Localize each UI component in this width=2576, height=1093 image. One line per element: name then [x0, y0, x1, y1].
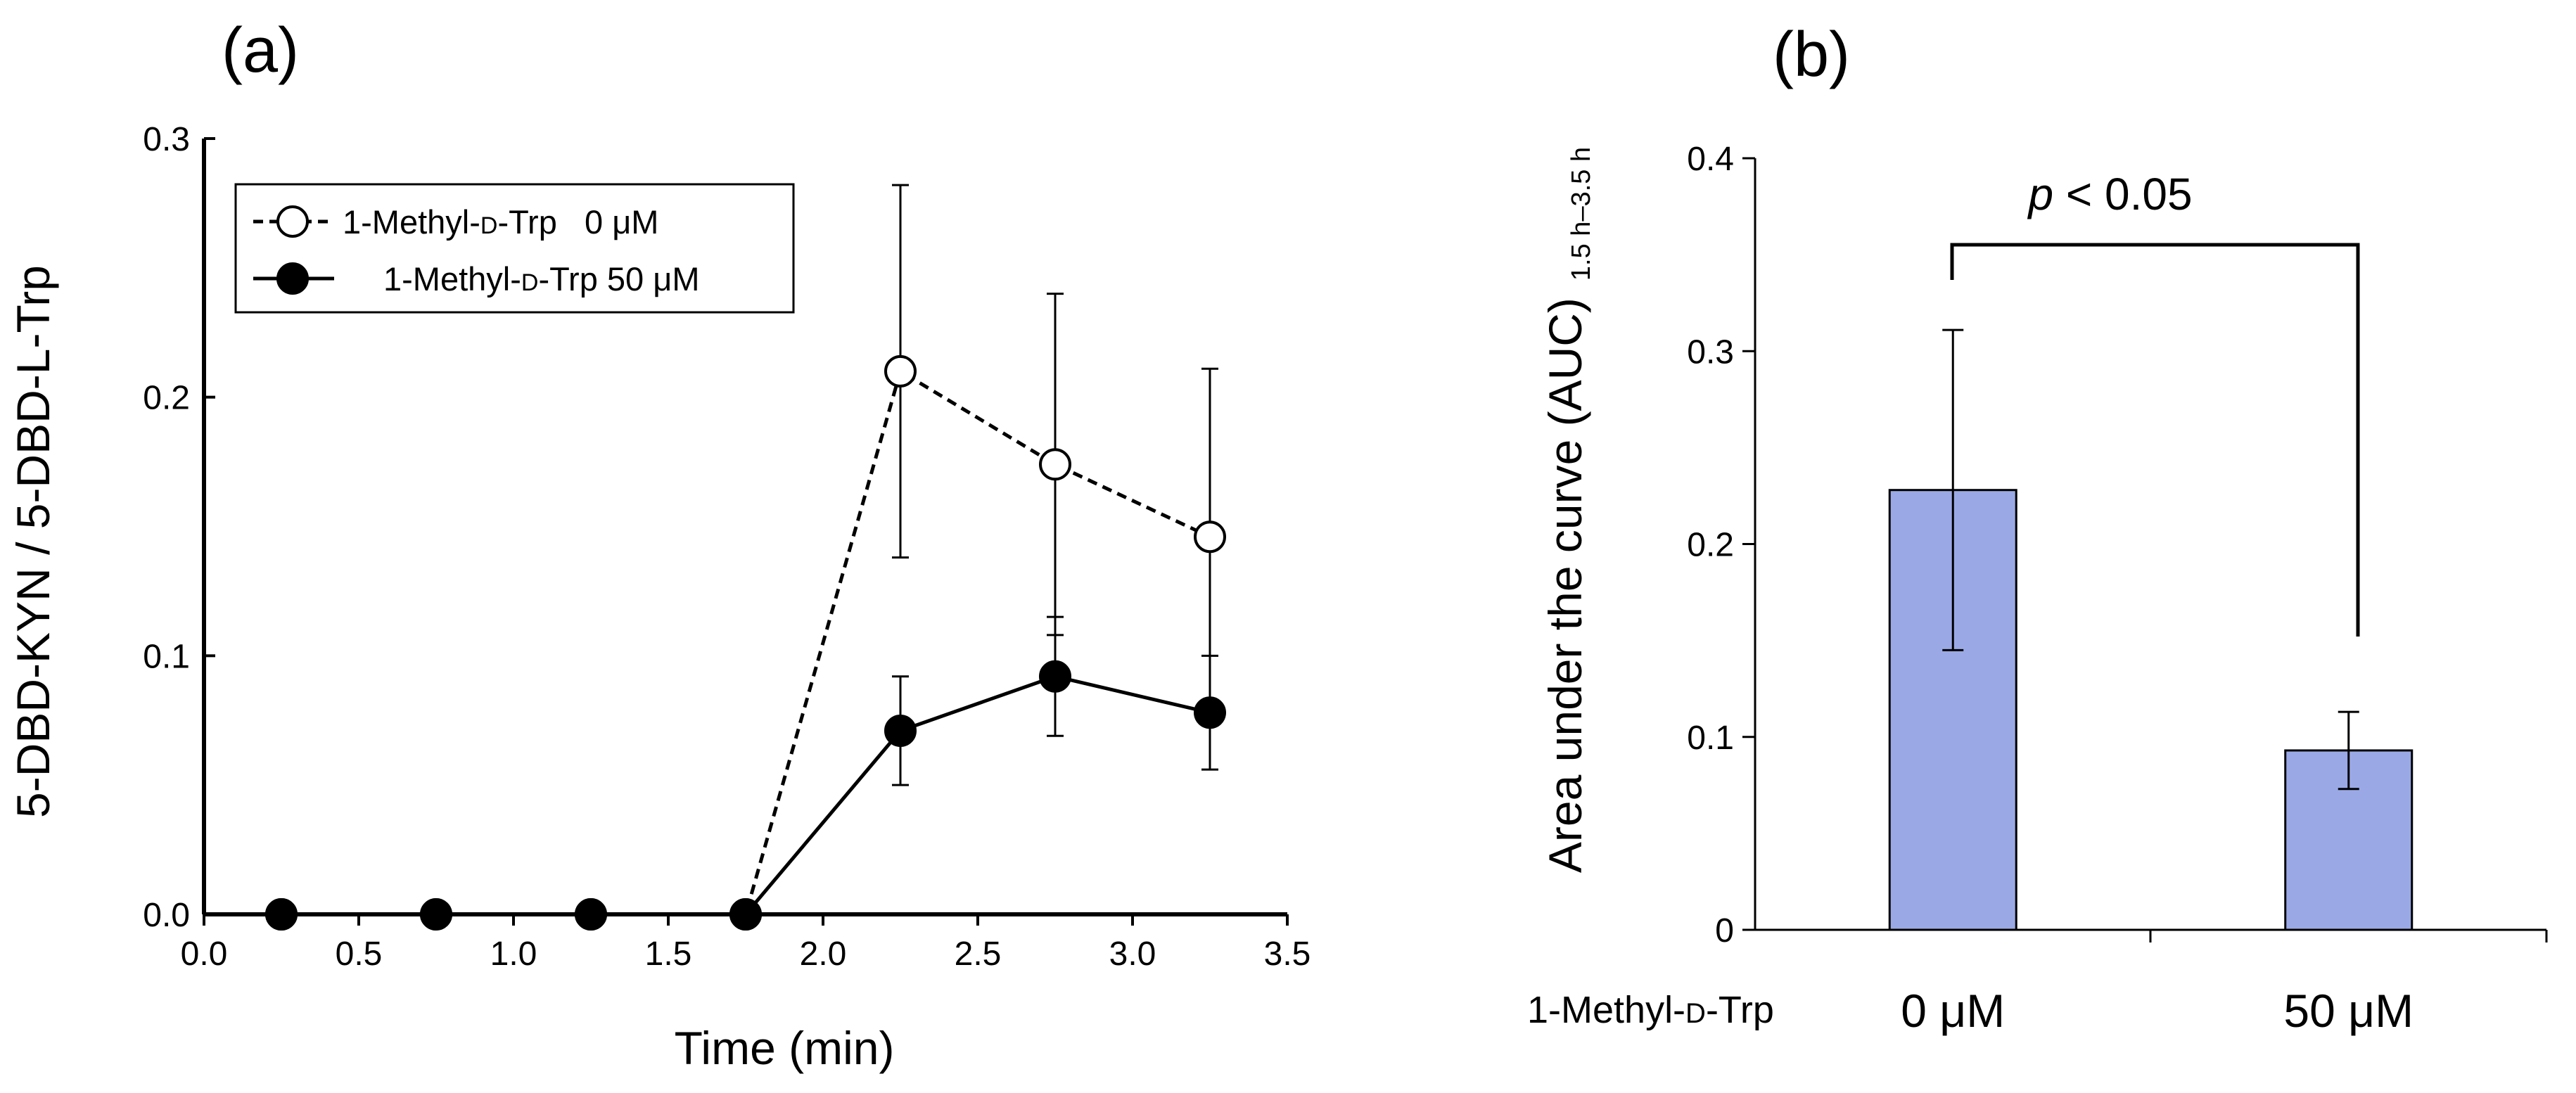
panel-a-y-axis-title: 5-DBD-KYN / 5-DBD-L-Trp	[7, 265, 59, 818]
panel-a-x-tick-label: 0.0	[181, 935, 228, 973]
panel-a-y-tick-label: 0.3	[143, 121, 190, 158]
panel-b-bars	[1888, 328, 2414, 931]
panel-b-y-tick-label: 0.4	[1687, 141, 1734, 178]
panel-b-y-tick-label: 0.2	[1687, 527, 1734, 564]
data-point	[884, 354, 917, 388]
data-point	[575, 898, 607, 931]
panel-a-series	[265, 184, 1226, 931]
panel-a-y-tick-labels: 0.0 0.1 0.2 0.3	[143, 121, 190, 934]
panel-a-x-axis-title: Time (min)	[675, 1022, 895, 1074]
panel-b-category-label: 0 μM	[1901, 985, 2005, 1037]
data-point	[729, 898, 762, 931]
panel-b-category-labels: 0 μM 50 μM	[1901, 985, 2414, 1037]
panel-b-category-label: 50 μM	[2283, 985, 2414, 1037]
panel-a-x-tick-label: 2.0	[800, 935, 847, 973]
panel-b-label: (b)	[1773, 20, 1850, 90]
panel-a-y-tick-label: 0.0	[143, 897, 190, 934]
panel-b-y-tick-label: 0.1	[1687, 720, 1734, 757]
panel-a-label: (a)	[222, 15, 299, 86]
data-point	[884, 714, 917, 747]
legend-label-50-um: 1-Methyl-D-Trp 50 μM	[383, 260, 699, 298]
significance-bracket: p < 0.05	[1950, 169, 2360, 637]
panel-b: (b) 0 0.1 0.2 0.3 0.4 p < 0.05 Area under th…	[1527, 20, 2548, 1037]
panel-b-y-ticks: 0 0.1 0.2 0.3 0.4	[1687, 141, 1755, 950]
panel-b-group-label: 1-Methyl-D-Trp	[1527, 989, 1774, 1031]
panel-a-y-tick-label: 0.1	[143, 638, 190, 675]
legend-box	[234, 183, 795, 314]
panel-a-x-tick-label: 3.0	[1109, 935, 1156, 973]
panel-a-legend: 1-Methyl-D-Trp 0 μM 1-Methyl-D-Trp 50 μM	[234, 183, 795, 314]
significance-p-value: p < 0.05	[2027, 169, 2192, 219]
panel-a-x-tick-labels: 0.0 0.5 1.0 1.5 2.0 2.5 3.0 3.5	[181, 935, 1311, 973]
data-point	[420, 898, 452, 931]
panel-b-y-tick-label: 0.3	[1687, 333, 1734, 371]
series-50-um	[265, 615, 1226, 931]
legend-open-circle-marker	[276, 205, 309, 238]
panel-a-x-tick-label: 3.5	[1264, 935, 1311, 973]
panel-b-y-axis-title: Area under the curve (AUC)1.5 h–3.5 h	[1539, 147, 1596, 873]
panel-a: (a) 0.0 0.5 1.0 1.5 2.0 2.5 3.0 3.5 0.00.10.20.…	[7, 15, 1311, 1074]
series-line	[281, 369, 1211, 916]
legend-filled-circle-marker	[276, 262, 309, 295]
series-line	[281, 675, 1211, 916]
data-point	[1039, 660, 1071, 693]
data-point	[1194, 520, 1226, 554]
legend-label-0-um: 1-Methyl-D-Trp 0 μM	[343, 203, 658, 241]
data-point	[1194, 696, 1226, 729]
panel-a-x-tick-label: 1.5	[645, 935, 692, 973]
significance-bracket-line	[1950, 243, 2360, 637]
panel-b-y-tick-label: 0	[1715, 912, 1734, 950]
panel-a-x-tick-label: 2.5	[955, 935, 1002, 973]
panel-a-x-tick-label: 0.5	[336, 935, 383, 973]
data-point	[1039, 448, 1071, 481]
data-point	[265, 898, 298, 931]
panel-a-y-tick-label: 0.2	[143, 380, 190, 417]
panel-a-x-tick-label: 1.0	[490, 935, 537, 973]
